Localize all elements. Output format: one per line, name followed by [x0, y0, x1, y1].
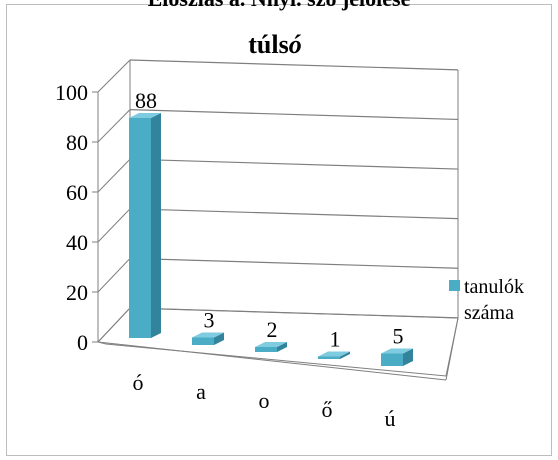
gridline — [129, 109, 459, 121]
bar-top — [129, 113, 161, 118]
legend: tanulók száma — [449, 274, 558, 326]
data-label: 3 — [204, 308, 215, 333]
y-tick-label: 40 — [66, 230, 88, 255]
bar-side — [403, 348, 413, 366]
x-tick-label: ó — [133, 370, 144, 395]
bar-front — [381, 353, 403, 366]
bar-side — [277, 342, 287, 352]
gridline — [129, 257, 459, 269]
chart-frame — [6, 4, 552, 456]
bar-front — [318, 356, 340, 359]
data-label: 1 — [330, 327, 341, 352]
floor-front-edge — [97, 341, 447, 381]
gridline-side — [97, 258, 131, 293]
bar-top — [381, 348, 413, 354]
gridline — [129, 158, 459, 170]
legend-swatch — [449, 280, 460, 291]
bar-front — [255, 347, 277, 352]
data-label: 88 — [135, 88, 157, 113]
gridline-side — [97, 59, 131, 93]
legend-label-line1: tanulók — [464, 276, 524, 298]
y-tick-label: 100 — [55, 80, 88, 105]
x-tick-label: o — [259, 388, 270, 413]
bar-front — [129, 118, 151, 338]
x-tick-label: a — [196, 379, 206, 404]
gridline-side — [97, 109, 131, 143]
data-label: 2 — [267, 317, 278, 342]
y-tick-label: 20 — [66, 280, 88, 305]
bar-side — [151, 113, 161, 338]
bar-top — [192, 332, 224, 338]
chart-title-suffix: ó — [288, 30, 302, 59]
bar-top — [318, 351, 350, 357]
y-tick-label: 80 — [66, 130, 88, 155]
chart-title: túlsó — [200, 30, 350, 60]
x-tick-label: ő — [322, 397, 333, 422]
gridline-side — [97, 208, 131, 243]
x-tick-label: ú — [385, 406, 396, 431]
gridline — [129, 59, 459, 71]
y-tick-label: 0 — [77, 330, 88, 355]
data-label: 5 — [393, 324, 404, 349]
bar-front — [192, 337, 214, 345]
bar-side — [340, 351, 350, 359]
floor-right-edge — [445, 317, 459, 381]
gridline-side — [97, 158, 131, 193]
y-tick-label: 60 — [66, 180, 88, 205]
gridline — [129, 208, 459, 220]
chart-title-prefix: túls — [248, 30, 289, 59]
bar-top — [255, 342, 287, 347]
top-caption: Eloszlás a. Nnyl. szó jelölése — [0, 0, 558, 12]
legend-label-line2: száma — [464, 302, 514, 324]
bar-side — [214, 332, 224, 345]
